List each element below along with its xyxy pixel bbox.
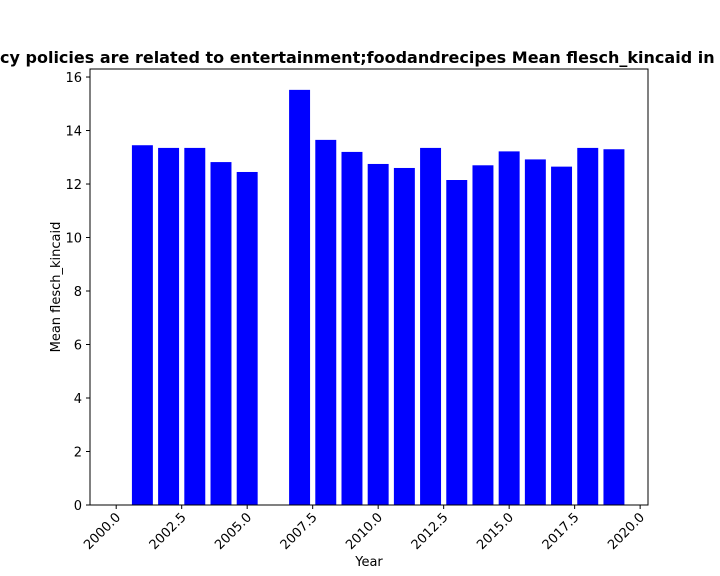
- bar-2013: [446, 180, 468, 505]
- x-tick-label: 2010.0: [343, 510, 386, 553]
- bar-2018: [577, 147, 599, 506]
- y-tick-label: 16: [65, 71, 82, 86]
- bars-group: [131, 89, 625, 506]
- bar-2015: [498, 151, 520, 506]
- x-axis-ticks: 2000.0 2002.5 2005.0 2007.5 2010.0 2012.5 2015…: [81, 505, 648, 553]
- y-tick-label: 8: [74, 285, 82, 300]
- x-tick-label: 2020.0: [605, 510, 648, 553]
- y-tick-label: 2: [74, 446, 82, 461]
- y-tick-label: 14: [65, 125, 82, 140]
- bar-2005: [236, 171, 258, 505]
- y-axis-label: Mean flesch_kincaid: [49, 222, 64, 353]
- chart-title: Websites whose privacy policies are rela…: [0, 48, 720, 67]
- x-tick-label: 2015.0: [474, 510, 517, 553]
- x-tick-label: 2005.0: [212, 510, 255, 553]
- bar-2009: [341, 151, 363, 506]
- y-tick-label: 10: [65, 232, 82, 247]
- y-tick-label: 12: [65, 178, 82, 193]
- x-tick-label: 2012.5: [409, 510, 452, 553]
- axes-frame: [89, 68, 649, 506]
- bar-2014: [472, 165, 494, 505]
- x-tick-label: 2002.5: [147, 510, 190, 553]
- y-axis-ticks: 0 2 4 6 8 10 12 14 16: [65, 71, 90, 514]
- bar-2003: [184, 147, 206, 506]
- y-tick-label: 0: [74, 499, 82, 514]
- x-tick-label: 2017.5: [540, 510, 583, 553]
- bar-2007: [289, 89, 311, 505]
- bar-2001: [131, 145, 153, 505]
- bar-2019: [603, 149, 625, 505]
- x-axis-label: Year: [354, 555, 383, 570]
- bar-2002: [158, 147, 180, 506]
- bar-2004: [210, 162, 232, 505]
- bar-2017: [551, 166, 573, 505]
- bar-2016: [524, 159, 546, 505]
- bar-2012: [420, 147, 442, 506]
- y-tick-label: 6: [74, 339, 82, 354]
- x-tick-label: 2000.0: [81, 510, 124, 553]
- x-tick-label: 2007.5: [278, 510, 321, 553]
- bar-2011: [393, 167, 415, 505]
- y-tick-label: 4: [74, 392, 82, 407]
- bar-2010: [367, 163, 389, 505]
- bar-2008: [315, 139, 337, 506]
